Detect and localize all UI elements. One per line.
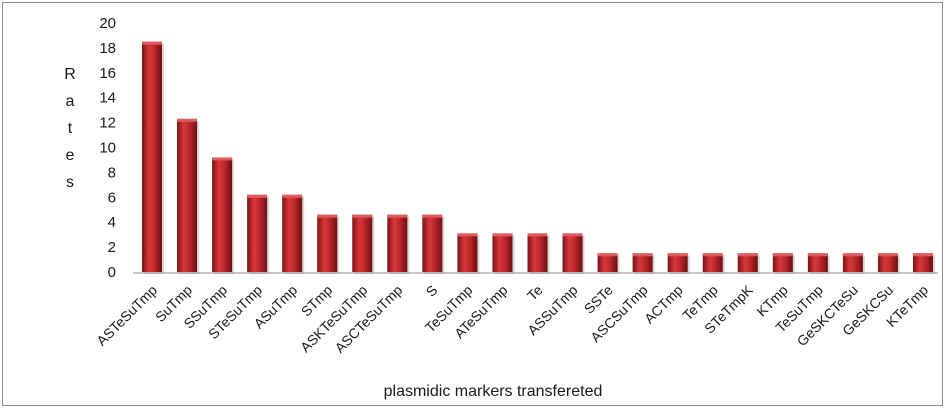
bar: [317, 214, 340, 274]
bar: [772, 253, 795, 274]
bar-rect: [212, 157, 233, 272]
bar-rect: [422, 214, 443, 272]
bar-rect: [667, 253, 688, 272]
bar: [387, 214, 410, 274]
y-tick-label: 0: [108, 264, 116, 281]
bar-rect: [737, 253, 758, 272]
y-tick-label: 12: [99, 115, 116, 132]
bar-rect: [282, 194, 303, 272]
bar-rect: [597, 253, 618, 272]
bar-rect: [492, 233, 513, 272]
y-tick-label: 2: [108, 239, 116, 256]
x-category-label: Te: [524, 282, 546, 304]
bar-rect: [702, 253, 723, 272]
bar: [842, 253, 865, 274]
y-tick-label: 4: [108, 214, 116, 231]
y-tick-label: 18: [99, 40, 116, 57]
bar: [212, 157, 235, 274]
bar: [737, 253, 760, 274]
x-category-label: ASTeSuTmp: [93, 282, 160, 349]
x-category-label: S: [423, 282, 441, 300]
bar-rect: [317, 214, 338, 272]
bar-rect: [632, 253, 653, 272]
y-tick-label: 6: [108, 189, 116, 206]
bar: [702, 253, 725, 274]
bar-rect: [913, 253, 933, 272]
y-tick-label: 16: [99, 65, 116, 82]
bar: [492, 233, 515, 274]
x-axis-title: plasmidic markers transfereted: [384, 383, 603, 400]
bar: [807, 253, 830, 274]
bar-rect: [247, 194, 268, 272]
bar-rect: [877, 253, 898, 272]
y-tick-label: 10: [99, 140, 116, 157]
bar: [632, 253, 655, 274]
y-tick-label: 8: [108, 164, 116, 181]
x-category-label: ACTmp: [641, 282, 686, 327]
y-tick-label: 14: [99, 90, 116, 107]
bar-rect: [842, 253, 863, 272]
bar-rect: [457, 233, 478, 272]
category-labels: ASTeSuTmpSuTmpSSuTmpSTeSuTmpASuTmpSTmpAS…: [93, 281, 931, 355]
bar-rect: [142, 41, 162, 272]
bar: [667, 253, 690, 274]
bar: [282, 194, 305, 274]
y-axis-ticks: 0 2 4 6 8 10 12 14 16 18 20: [99, 15, 116, 281]
bar-rect: [562, 233, 583, 272]
bar: [913, 253, 935, 274]
bar-rect: [772, 253, 793, 272]
bar: [527, 233, 550, 274]
bar: [177, 118, 200, 275]
bars: [142, 41, 935, 275]
bar-rect: [807, 253, 828, 272]
bar-rect: [527, 233, 548, 272]
bar: [597, 253, 620, 274]
bar-rect: [352, 214, 373, 272]
bar: [352, 214, 375, 274]
bar: [247, 194, 270, 274]
bar-rect: [177, 118, 198, 273]
bar: [877, 253, 900, 274]
bar-rect: [387, 214, 408, 272]
y-tick-label: 20: [99, 15, 116, 32]
bar: [562, 233, 585, 274]
bar: [422, 214, 445, 274]
bar: [457, 233, 480, 274]
bar: [142, 41, 164, 274]
